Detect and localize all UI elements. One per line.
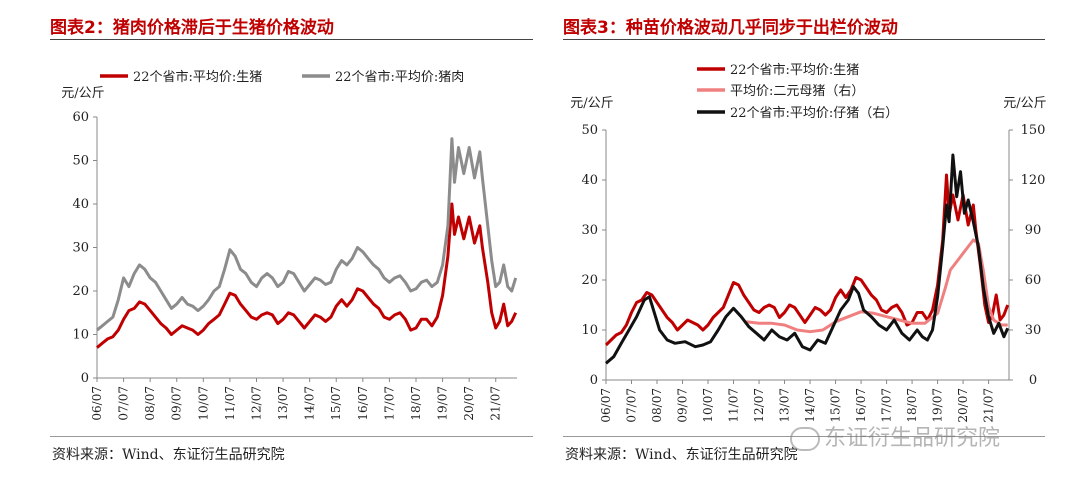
y-tick-label: 30 (581, 223, 598, 238)
x-tick-label: 13/07 (276, 386, 290, 421)
x-tick-label: 18/07 (905, 388, 919, 423)
watermark: 东证衍生品研究院 (790, 420, 1000, 452)
x-tick-label: 20/07 (956, 388, 970, 423)
x-tick-label: 20/07 (462, 386, 476, 421)
x-tick-label: 19/07 (931, 388, 945, 423)
wechat-icon (790, 427, 820, 451)
right-source-rule (563, 436, 1045, 437)
series-line-3 (605, 153, 1010, 365)
x-tick-label: 15/07 (329, 386, 343, 421)
x-tick-label: 06/07 (599, 388, 613, 423)
x-tick-label: 14/07 (303, 386, 317, 421)
x-tick-label: 07/07 (117, 386, 131, 421)
y-tick-label: 0 (81, 371, 89, 386)
x-tick-label: 09/07 (170, 386, 184, 421)
y-tick-label: 0 (590, 373, 598, 388)
x-tick-label: 19/07 (436, 386, 450, 421)
x-tick-label: 12/07 (249, 386, 263, 421)
left-chart: 0 10 20 30 40 50 60 06/07 07/07 08/07 09/07 10/07 11… (61, 69, 518, 421)
series-line-2 (96, 137, 518, 332)
y-tick-label: 40 (581, 173, 598, 188)
left-title-rule (50, 39, 533, 40)
right-chart: 0 10 20 30 40 50 0 30 60 90 120 150 06/07 07/07 08/07 0… (570, 62, 1046, 423)
x-tick-label: 11/07 (223, 386, 237, 421)
x-tick-label: 14/07 (803, 388, 817, 423)
legend-label-2: 22个省市:平均价:猪肉 (335, 69, 464, 85)
y-axis-label: 元/公斤 (570, 96, 613, 111)
x-tick-label: 21/07 (982, 388, 996, 423)
x-tick-label: 06/07 (90, 386, 104, 421)
y-right-tick-label: 60 (1025, 273, 1042, 288)
x-tick-label: 17/07 (880, 388, 894, 423)
y-right-tick-label: 0 (1029, 373, 1037, 388)
watermark-text: 东证衍生品研究院 (824, 426, 1001, 451)
y-right-tick-label: 30 (1025, 323, 1042, 338)
y-tick-label: 10 (72, 328, 89, 343)
x-tick-label: 12/07 (752, 388, 766, 423)
left-figure-title: 图表2：猪肉价格滞后于生猪价格波动 (50, 18, 334, 38)
x-tick-label: 16/07 (854, 388, 868, 423)
x-tick-label: 08/07 (143, 386, 157, 421)
x-tick-label: 10/07 (701, 388, 715, 423)
right-source-note: 资料来源：Wind、东证衍生品研究院 (565, 447, 798, 463)
series-line-1 (604, 173, 1010, 347)
y-right-tick-label: 150 (1021, 123, 1046, 138)
right-figure-title: 图表3：种苗价格波动几乎同步于出栏价波动 (563, 18, 898, 38)
x-tick-label: 13/07 (778, 388, 792, 423)
y-tick-label: 10 (581, 323, 598, 338)
x-tick-label: 21/07 (489, 386, 503, 421)
left-source-rule (50, 436, 533, 437)
series-line-2 (746, 238, 1008, 334)
legend-label-2: 平均价:二元母猪（右） (730, 84, 864, 99)
x-tick-label: 10/07 (196, 386, 210, 421)
x-tick-label: 17/07 (382, 386, 396, 421)
y-tick-label: 20 (72, 284, 89, 299)
y-tick-label: 50 (581, 123, 598, 138)
series-line-1 (96, 202, 518, 349)
x-tick-label: 09/07 (676, 388, 690, 423)
right-title-rule (563, 39, 1045, 40)
x-tick-label: 08/07 (650, 388, 664, 423)
legend-label-1: 22个省市:平均价:生猪 (133, 69, 262, 85)
y-right-tick-label: 90 (1025, 223, 1042, 238)
legend-label-1: 22个省市:平均价:生猪 (730, 62, 859, 78)
legend-label-3: 22个省市:平均价:仔猪（右） (730, 105, 898, 121)
x-tick-label: 18/07 (409, 386, 423, 421)
x-tick-label: 07/07 (625, 388, 639, 423)
y-tick-label: 40 (72, 197, 89, 212)
y-axis-label: 元/公斤 (61, 86, 104, 101)
y-right-tick-label: 120 (1021, 173, 1046, 188)
y-axis-label-right: 元/公斤 (1003, 96, 1046, 111)
x-tick-label: 11/07 (727, 388, 741, 423)
y-tick-label: 20 (581, 273, 598, 288)
y-tick-label: 60 (72, 110, 89, 125)
y-tick-label: 50 (72, 154, 89, 169)
left-source-note: 资料来源：Wind、东证衍生品研究院 (52, 447, 285, 463)
x-tick-label: 15/07 (829, 388, 843, 423)
y-tick-label: 30 (72, 241, 89, 256)
x-tick-label: 16/07 (356, 386, 370, 421)
